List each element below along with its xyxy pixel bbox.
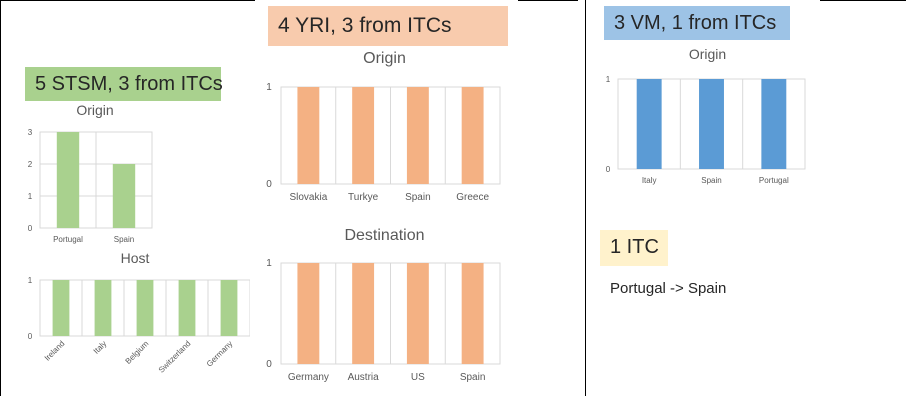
stsm-origin-chart: 0 1 2 3 Portugal Spain: [28, 128, 153, 244]
x-tick-label: Spain: [701, 176, 721, 185]
frame-right-top: [820, 0, 906, 1]
yri-origin-chart: 0 1 Slovakia Turkye Spain Greece: [266, 82, 501, 203]
yri-badge: 4 YRI, 3 from ITCs: [268, 6, 508, 46]
frame-divider-top: [518, 0, 578, 1]
frame-divider: [585, 0, 586, 396]
y-tick-label: 1: [266, 258, 272, 269]
y-tick-label: 2: [28, 160, 33, 169]
bar: [178, 280, 196, 336]
itc-note: Portugal -> Spain: [610, 280, 727, 297]
y-tick-label: 1: [28, 192, 33, 201]
itc-badge: 1 ITC: [600, 230, 668, 266]
x-tick-label: Greece: [456, 192, 489, 203]
bar: [352, 263, 375, 364]
bar: [136, 280, 154, 336]
yri-destination-title: Destination: [344, 227, 425, 244]
bar: [297, 263, 320, 364]
x-tick-label: Portugal: [53, 235, 83, 244]
vm-badge: 3 VM, 1 from ITCs: [604, 6, 790, 40]
y-tick-label: 0: [28, 224, 33, 233]
x-tick-label: Germany: [205, 339, 235, 369]
x-tick-label: Italy: [642, 176, 657, 185]
stsm-badge: 5 STSM, 3 from ITCs: [25, 67, 223, 101]
bar: [761, 79, 787, 169]
stsm-origin-title: Origin: [76, 102, 114, 118]
bar: [220, 280, 238, 336]
bar: [461, 87, 484, 184]
y-tick-label: 0: [266, 359, 272, 370]
stsm-host-title: Host: [120, 250, 150, 266]
x-tick-label: Spain: [405, 192, 431, 203]
x-tick-label: US: [411, 372, 425, 383]
x-tick-label: Switzerland: [157, 339, 193, 375]
x-tick-label: Italy: [92, 339, 109, 356]
x-tick-label: Spain: [460, 372, 486, 383]
vm-origin-chart: 0 1 Italy Spain Portugal: [606, 75, 806, 185]
x-tick-label: Belgium: [124, 339, 151, 366]
y-tick-label: 1: [28, 276, 33, 285]
x-tick-label: Ireland: [43, 339, 67, 363]
x-tick-label: Portugal: [759, 176, 789, 185]
bar: [636, 79, 662, 169]
bar: [56, 132, 80, 228]
bar: [699, 79, 724, 169]
y-tick-label: 0: [606, 165, 611, 174]
frame-left: [0, 0, 1, 396]
y-tick-label: 1: [266, 82, 272, 93]
x-tick-label: Austria: [348, 372, 380, 383]
bar: [406, 87, 429, 184]
bar: [112, 164, 136, 228]
yri-destination-chart: 0 1 Germany Austria US Spain: [266, 258, 501, 383]
x-tick-label: Germany: [288, 372, 329, 383]
yri-origin-title: Origin: [363, 50, 406, 67]
vm-origin-title: Origin: [688, 46, 727, 62]
bar: [461, 263, 484, 364]
bar: [352, 87, 375, 184]
frame-left-top: [0, 0, 255, 1]
x-tick-label: Spain: [114, 235, 134, 244]
bar: [94, 280, 112, 336]
bar: [297, 87, 320, 184]
y-tick-label: 0: [266, 179, 272, 190]
bar: [52, 280, 70, 336]
y-tick-label: 0: [28, 332, 33, 341]
y-tick-label: 3: [28, 128, 33, 137]
bar: [406, 263, 429, 364]
y-tick-label: 1: [606, 75, 611, 84]
x-tick-label: Turkye: [348, 192, 379, 203]
x-tick-label: Slovakia: [289, 192, 327, 203]
stsm-host-chart: 0 1 Ireland Italy Belgium Switzerland Germany: [28, 276, 250, 375]
